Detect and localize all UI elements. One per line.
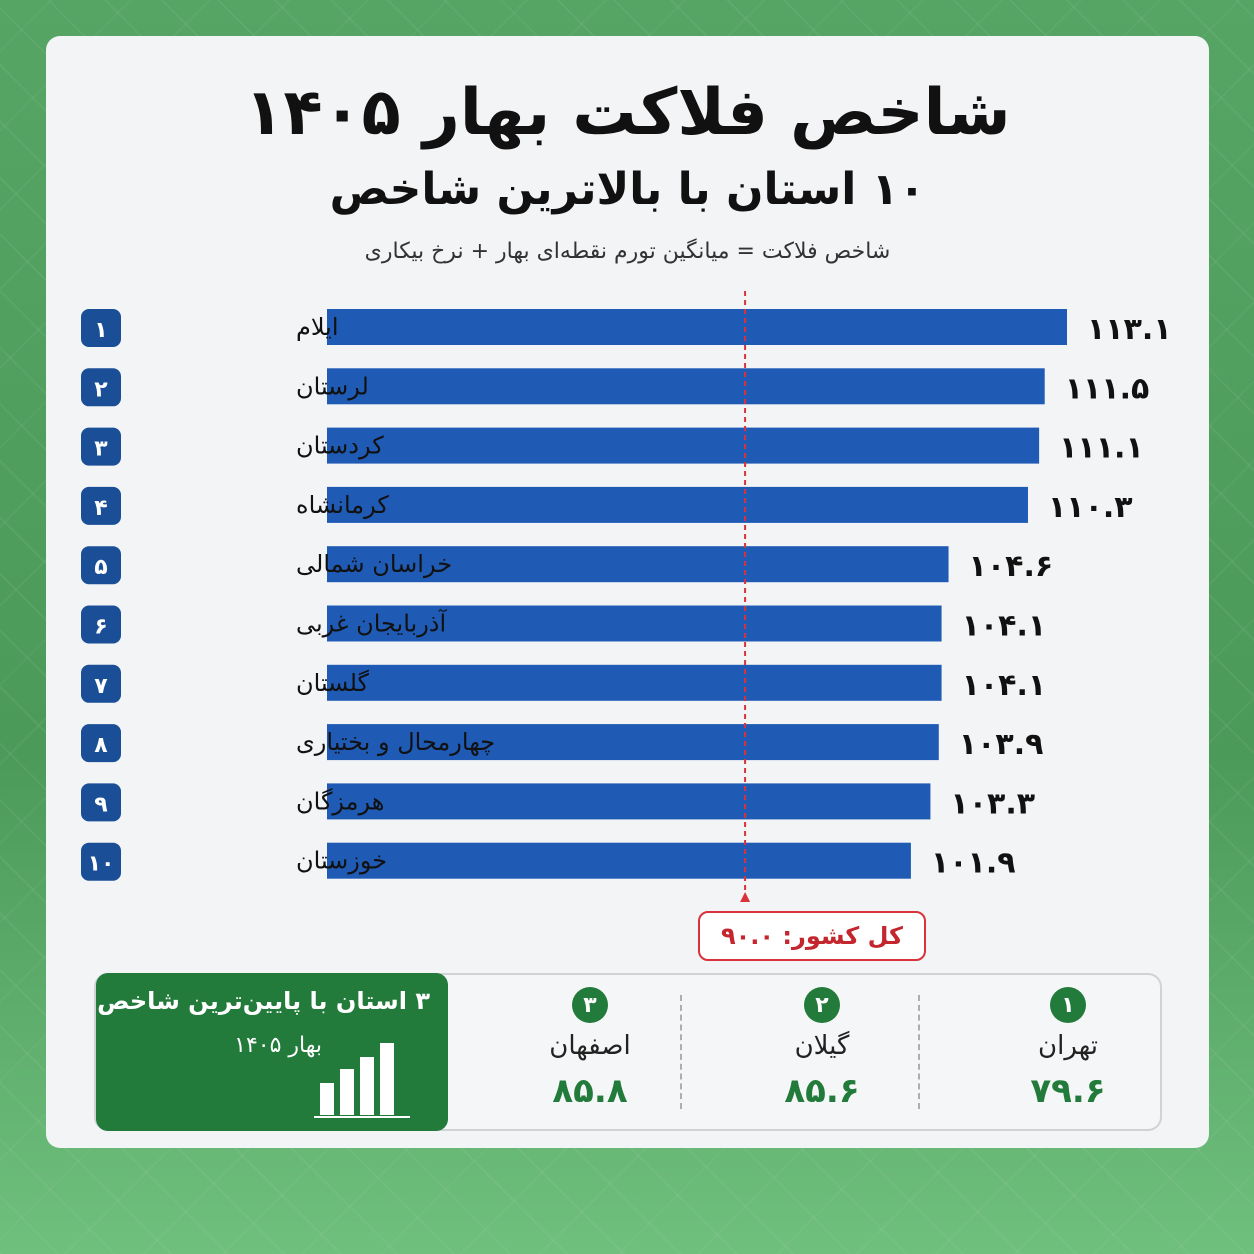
province-label: گلستان [296,669,370,697]
rank-badge [81,783,121,822]
rank-badge [81,368,121,407]
rank-badge [81,546,121,585]
province-label: هرمزگان [296,787,384,815]
bar-value-label: ۱۰۴.۶ [969,549,1054,584]
bar [327,605,942,642]
lowest-provinces-panel: ۳ استان با پایین‌ترین شاخص بهار ۱۴۰۵ ۳ ا… [94,973,1162,1131]
page-title: شاخص فلاکت بهار ۱۴۰۵ [244,76,1011,150]
lowest-province-name: گیلان [794,1031,850,1061]
rank-number: ۷ [94,674,108,699]
rank-number: ۴ [94,496,107,521]
province-label: آذربایجان غربی [296,609,447,638]
rank-number: ۵ [94,555,107,580]
national-average-marker [740,892,751,902]
lowest-province-value: ۷۹.۶ [1030,1071,1106,1111]
rank-number: ۱۰ [88,852,115,877]
bar [327,724,939,761]
lowest-rank-badge: ۱ [1050,987,1086,1023]
bar [327,486,1028,523]
bar-value-label: ۱۰۴.۱ [962,668,1047,703]
rank-badge [81,724,121,763]
divider [680,995,682,1109]
bar-chart: ۱۱۳.۱ ایلام ۱ ۱۱۱.۵ لرستان ۲ ۱۱۱.۱ کردستان ۳ ۱۱۰.… [81,291,1172,902]
formula-note: شاخص فلاکت = میانگین تورم نقطه‌ای بهار +… [364,239,891,264]
bar-chart-icon [314,1043,410,1118]
rank-number: ۲ [94,377,108,402]
lowest-province-value: ۸۵.۶ [784,1071,860,1111]
bar-value-label: ۱۱۰.۳ [1048,490,1133,525]
rank-badge [81,486,121,525]
province-label: خوزستان [296,847,387,875]
province-label: چهارمحال و بختیاری [296,728,495,756]
rank-number: ۹ [94,792,107,817]
rank-badge [81,842,121,881]
province-label: کردستان [296,432,384,460]
infographic-card: شاخص فلاکت بهار ۱۴۰۵ ۱۰ استان با بالاتری… [46,36,1209,1148]
province-label: کرمانشاه [296,491,389,519]
lowest-province-name: تهران [1038,1031,1098,1061]
lowest-title: ۳ استان با پایین‌ترین شاخص [97,987,430,1015]
page-subtitle: ۱۰ استان با بالاترین شاخص [329,164,926,215]
lowest-province-value: ۸۵.۸ [552,1071,628,1111]
province-label: لرستان [296,372,369,400]
rank-number: ۶ [94,615,107,640]
bar [327,783,931,820]
bar-value-label: ۱۰۱.۹ [931,846,1016,881]
rank-number: ۳ [94,437,108,462]
rank-badge [81,427,121,466]
bar-value-label: ۱۱۱.۵ [1065,371,1150,406]
lowest-item-2: ۲ گیلان ۸۵.۶ [722,975,922,1129]
bar [327,368,1045,405]
lowest-province-name: اصفهان [549,1031,631,1061]
national-average-label: کل کشور: ۹۰.۰ [698,911,926,961]
province-label: خراسان شمالی [296,550,452,578]
rank-badge [81,605,121,644]
rank-badge [81,664,121,703]
bar-value-label: ۱۰۳.۳ [950,786,1035,821]
rank-number: ۱ [94,318,107,343]
divider [918,995,920,1109]
bar [327,427,1040,464]
rank-badge [81,309,121,347]
bar-value-label: ۱۱۱.۱ [1059,431,1144,466]
rank-number: ۸ [94,733,108,758]
bar-value-label: ۱۰۳.۹ [959,727,1044,762]
bar-value-label: ۱۰۴.۱ [962,609,1047,644]
bar-value-label: ۱۱۳.۱ [1087,312,1172,347]
province-label: ایلام [296,313,339,341]
bar [327,309,1067,345]
lowest-provinces-header: ۳ استان با پایین‌ترین شاخص بهار ۱۴۰۵ [96,973,448,1131]
lowest-rank-badge: ۳ [572,987,608,1023]
bar [327,842,911,879]
lowest-rank-badge: ۲ [804,987,840,1023]
bar [327,664,942,701]
lowest-item-1: ۱ تهران ۷۹.۶ [968,975,1168,1129]
bar [327,546,949,583]
lowest-subtitle: بهار ۱۴۰۵ [234,1033,322,1058]
lowest-item-3: ۳ اصفهان ۸۵.۸ [490,975,690,1129]
